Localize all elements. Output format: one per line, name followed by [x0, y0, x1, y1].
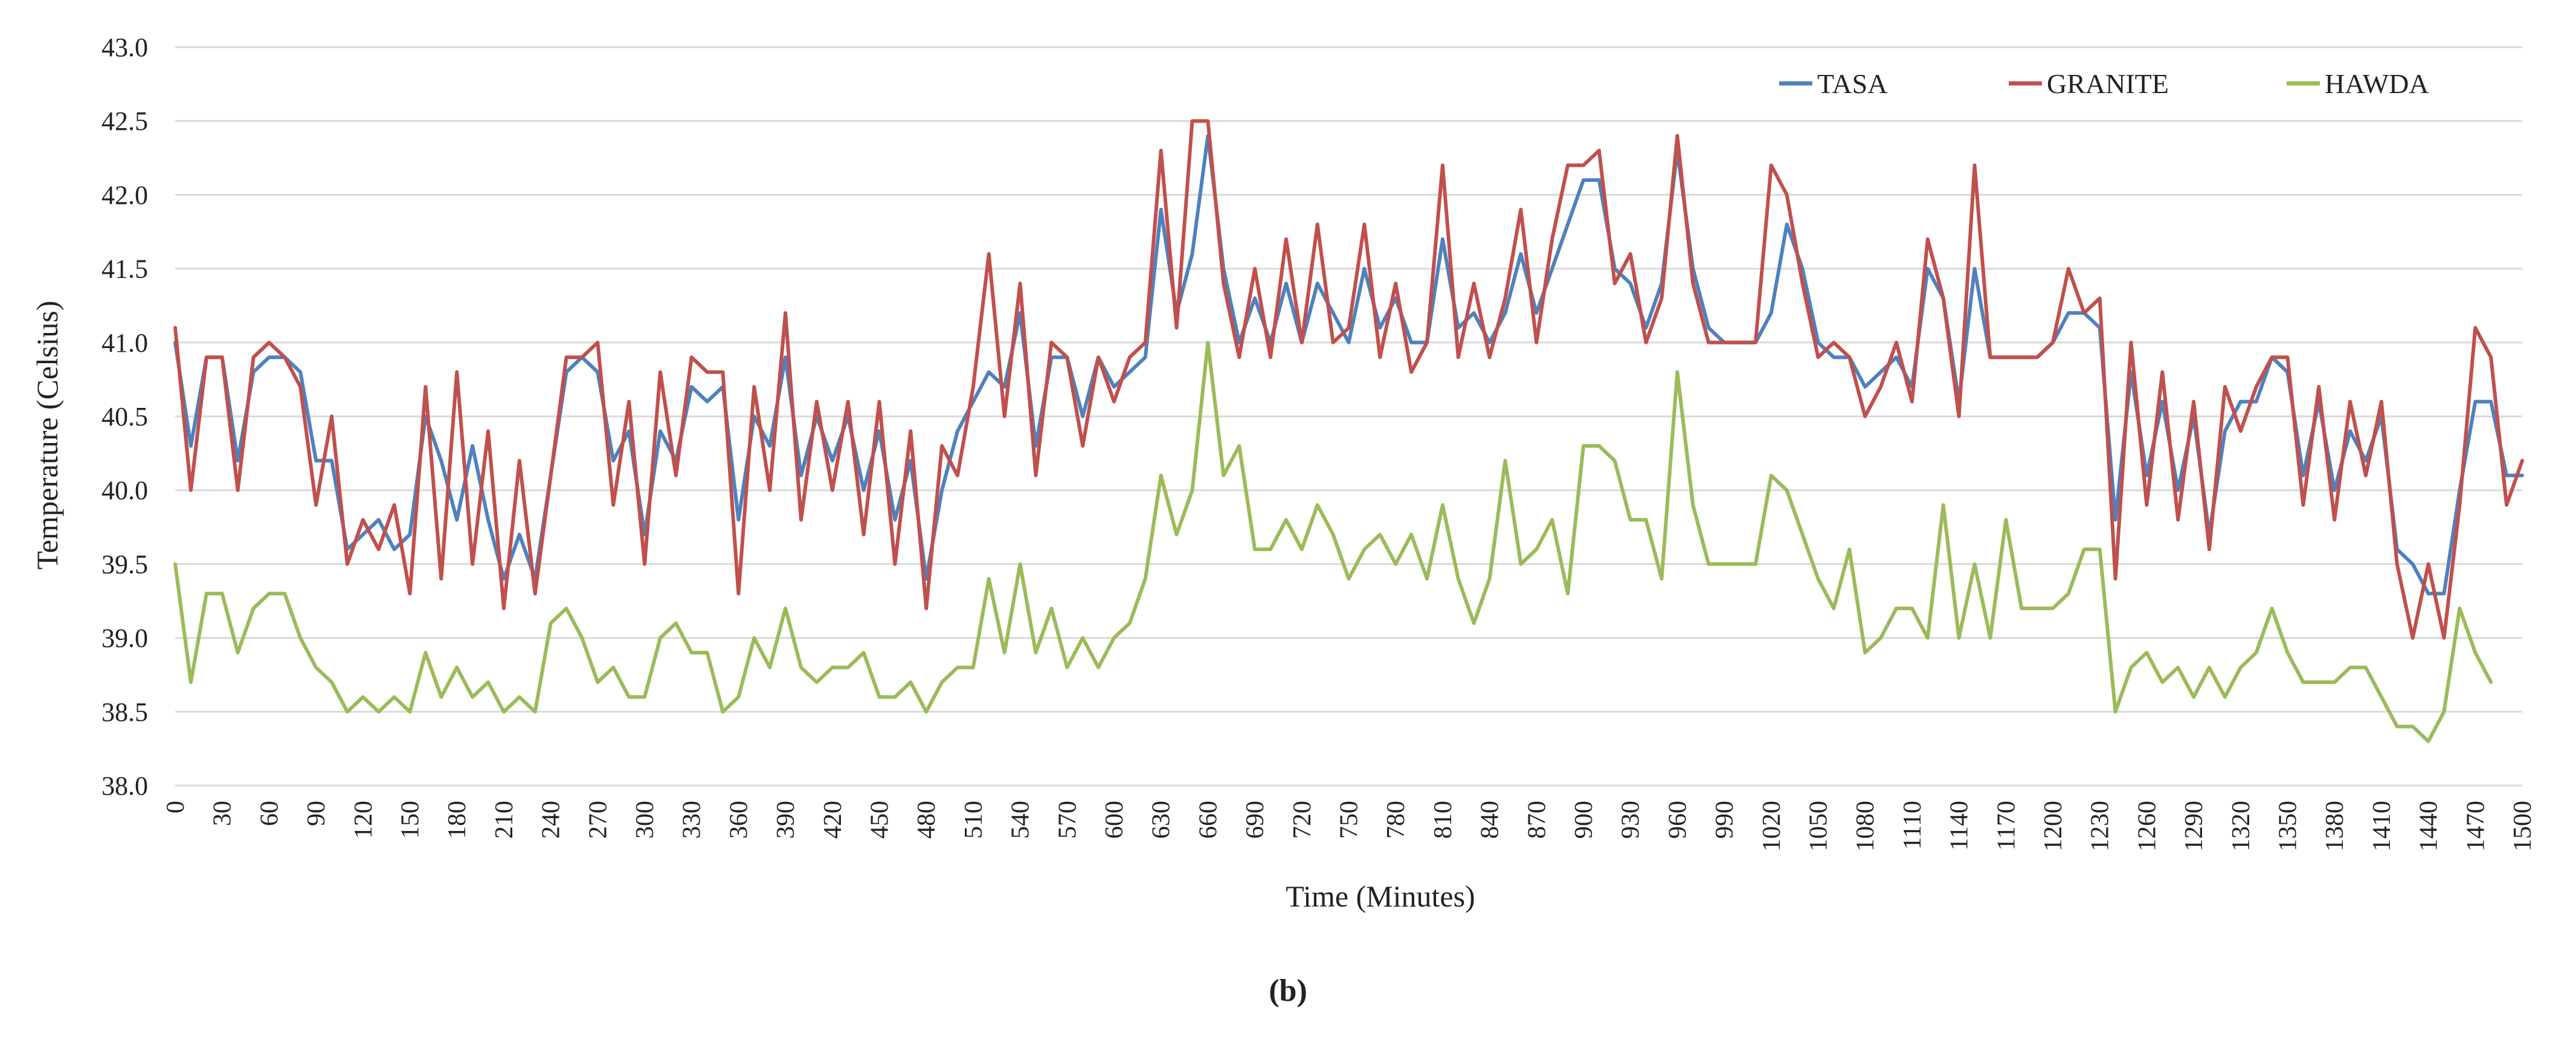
x-tick-label: 1200	[2040, 801, 2067, 851]
x-tick-label: 1170	[1992, 801, 2020, 850]
x-tick-label: 210	[491, 801, 518, 839]
legend-label-hawda: HAWDA	[2325, 68, 2429, 99]
x-tick-label: 1110	[1899, 801, 1927, 850]
x-tick-label: 900	[1570, 801, 1598, 839]
x-tick-label: 720	[1289, 801, 1316, 839]
x-tick-label: 540	[1007, 801, 1035, 839]
legend: TASA GRANITE HAWDA	[1779, 68, 2429, 99]
x-tick-label: 600	[1101, 801, 1129, 839]
x-tick-label: 1140	[1946, 801, 1974, 850]
y-tick-label: 39.5	[101, 549, 148, 579]
x-tick-label: 1080	[1852, 801, 1879, 851]
y-axis-ticks: 38.0 38.5 39.0 39.5 40.0 40.5 41.0 41.5 42.0 42.5…	[101, 33, 148, 801]
x-tick-label: 780	[1382, 801, 1410, 839]
x-tick-label: 180	[443, 801, 471, 839]
x-tick-label: 630	[1148, 801, 1176, 839]
y-tick-label: 43.0	[101, 33, 148, 62]
x-tick-label: 150	[397, 801, 425, 839]
y-tick-label: 42.0	[101, 180, 148, 210]
x-tick-label: 1260	[2133, 801, 2161, 851]
x-tick-label: 1290	[2180, 801, 2208, 851]
x-tick-label: 1320	[2227, 801, 2255, 851]
y-tick-label: 42.5	[101, 106, 148, 136]
y-tick-label: 41.0	[101, 328, 148, 358]
x-tick-label: 840	[1476, 801, 1504, 839]
x-tick-label: 810	[1429, 801, 1457, 839]
x-tick-label: 930	[1617, 801, 1645, 839]
x-tick-label: 750	[1336, 801, 1364, 839]
x-tick-label: 360	[725, 801, 753, 839]
y-tick-label: 38.5	[101, 697, 148, 727]
y-tick-label: 39.0	[101, 624, 148, 653]
x-tick-label: 270	[584, 801, 612, 839]
x-tick-label: 240	[538, 801, 565, 839]
legend-label-granite: GRANITE	[2047, 68, 2169, 99]
x-tick-label: 1020	[1758, 801, 1786, 851]
y-tick-label: 40.0	[101, 476, 148, 505]
x-tick-label: 30	[209, 801, 237, 826]
x-tick-label: 1050	[1805, 801, 1833, 851]
x-tick-label: 1500	[2509, 801, 2537, 851]
y-axis-label: Temperature (Celsius)	[30, 301, 64, 570]
x-tick-label: 690	[1241, 801, 1269, 839]
x-tick-label: 60	[256, 801, 283, 826]
y-tick-label: 41.5	[101, 254, 148, 284]
x-tick-label: 570	[1054, 801, 1081, 839]
x-axis-ticks: 0 30 60 90 120 150 180 210 240 270 300 330 360 390 420…	[162, 801, 2537, 851]
x-tick-label: 390	[772, 801, 800, 839]
x-axis-label: Time (Minutes)	[1286, 879, 1475, 913]
x-tick-label: 300	[631, 801, 659, 839]
x-tick-label: 660	[1194, 801, 1222, 839]
y-tick-label: 40.5	[101, 402, 148, 431]
x-tick-label: 510	[960, 801, 988, 839]
x-tick-label: 450	[866, 801, 894, 839]
x-tick-label: 1380	[2321, 801, 2349, 851]
x-tick-label: 1230	[2087, 801, 2114, 851]
x-tick-label: 1470	[2462, 801, 2490, 851]
line-chart: 38.0 38.5 39.0 39.5 40.0 40.5 41.0 41.5 42.0 42.5…	[0, 0, 2576, 1037]
x-tick-label: 120	[350, 801, 378, 839]
x-tick-label: 1440	[2415, 801, 2443, 851]
x-tick-label: 0	[162, 801, 190, 813]
x-tick-label: 990	[1711, 801, 1739, 839]
x-tick-label: 1410	[2368, 801, 2396, 851]
x-tick-label: 90	[303, 801, 330, 826]
x-tick-label: 1350	[2275, 801, 2302, 851]
y-tick-label: 38.0	[101, 771, 148, 801]
x-tick-label: 960	[1664, 801, 1692, 839]
series-lines	[175, 121, 2522, 741]
figure-caption: (b)	[1269, 974, 1307, 1008]
x-tick-label: 330	[678, 801, 706, 839]
legend-label-tasa: TASA	[1817, 68, 1887, 99]
x-tick-label: 420	[819, 801, 847, 839]
x-tick-label: 480	[913, 801, 941, 839]
x-tick-label: 870	[1523, 801, 1551, 839]
